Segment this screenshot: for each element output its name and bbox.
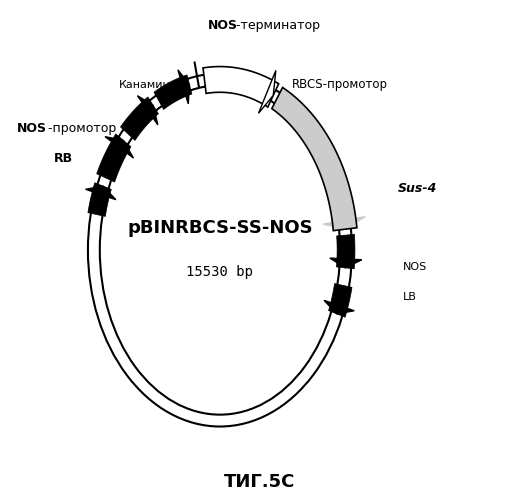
Polygon shape (258, 70, 276, 114)
Text: RB: RB (54, 152, 73, 165)
Polygon shape (203, 66, 279, 107)
Text: NOS: NOS (403, 262, 427, 272)
Polygon shape (323, 216, 365, 229)
Polygon shape (120, 97, 158, 140)
Polygon shape (336, 234, 355, 269)
Polygon shape (88, 183, 111, 216)
Text: Канамицин: Канамицин (118, 80, 185, 90)
Polygon shape (86, 186, 116, 200)
Polygon shape (272, 88, 357, 231)
Text: pBINRBCS-SS-NOS: pBINRBCS-SS-NOS (127, 219, 313, 237)
Text: 15530 bp: 15530 bp (186, 265, 253, 279)
Text: NOS: NOS (17, 122, 47, 136)
Polygon shape (138, 96, 158, 125)
Text: RBCS-промотор: RBCS-промотор (292, 78, 388, 91)
Text: -промотор: -промотор (45, 122, 117, 136)
Polygon shape (97, 134, 131, 182)
Polygon shape (105, 136, 133, 158)
Polygon shape (329, 284, 352, 317)
Text: NOS: NOS (208, 18, 238, 32)
Text: LB: LB (403, 292, 417, 302)
Text: -терминатор: -терминатор (233, 18, 320, 32)
Polygon shape (154, 75, 192, 110)
Polygon shape (330, 258, 362, 268)
Text: ΤИГ.5C: ΤИГ.5C (224, 474, 295, 492)
Polygon shape (178, 70, 189, 104)
Text: Sus-4: Sus-4 (398, 182, 438, 194)
Polygon shape (324, 300, 354, 314)
